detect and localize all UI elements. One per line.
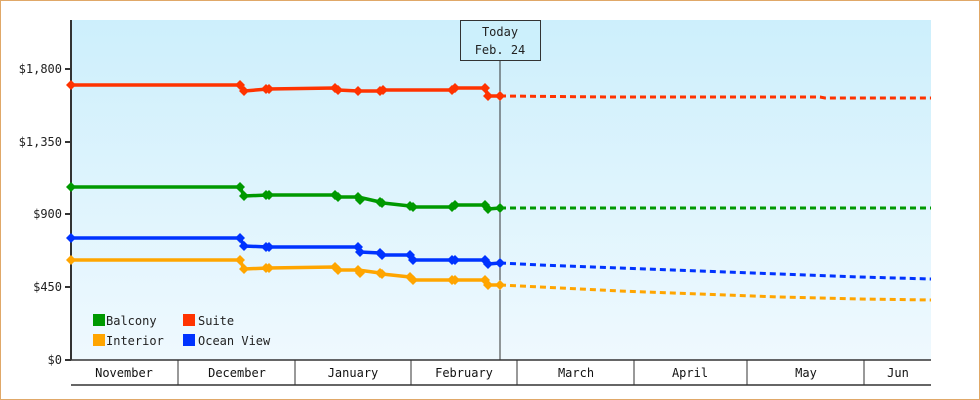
legend: Balcony Suite Interior Ocean View (93, 314, 271, 348)
legend-item-interior[interactable]: Interior (93, 334, 164, 348)
month-label: May (795, 366, 817, 380)
y-tick-label: $450 (33, 280, 62, 294)
month-label: Jun (887, 366, 909, 380)
ocean-view-forecast-line (499, 261, 932, 281)
legend-label: Suite (198, 314, 234, 328)
legend-item-balcony[interactable]: Balcony (93, 314, 157, 328)
today-marker-box (460, 20, 541, 61)
legend-item-ocean-view[interactable]: Ocean View (183, 334, 271, 348)
month-label: January (328, 366, 379, 380)
balcony-markers (66, 182, 505, 214)
today-date: Feb. 24 (475, 43, 526, 57)
month-label: February (435, 366, 493, 380)
suite-swatch-icon (183, 314, 195, 326)
month-label: December (208, 366, 266, 380)
x-axis-months (71, 359, 931, 386)
y-tick-label: $1,350 (19, 135, 62, 149)
ocean-view-swatch-icon (183, 334, 195, 346)
legend-label: Ocean View (198, 334, 271, 348)
y-tick-label: $0 (48, 353, 62, 367)
forecast-lines (499, 94, 932, 302)
month-label: April (672, 366, 708, 380)
plot-area (71, 20, 931, 360)
legend-label: Balcony (106, 314, 157, 328)
interior-swatch-icon (93, 334, 105, 346)
interior-markers (66, 255, 505, 290)
legend-item-suite[interactable]: Suite (183, 314, 234, 328)
month-label: March (558, 366, 594, 380)
interior-forecast-line (499, 283, 932, 302)
month-label: November (95, 366, 153, 380)
y-tick-label: $900 (33, 207, 62, 221)
suite-markers (66, 80, 505, 101)
ocean-view-markers (66, 233, 505, 269)
y-tick-label: $1,800 (19, 62, 62, 76)
today-label: Today (482, 25, 518, 39)
legend-label: Interior (106, 334, 164, 348)
balcony-swatch-icon (93, 314, 105, 326)
suite-forecast-line (499, 94, 931, 100)
y-ticks (65, 68, 71, 361)
